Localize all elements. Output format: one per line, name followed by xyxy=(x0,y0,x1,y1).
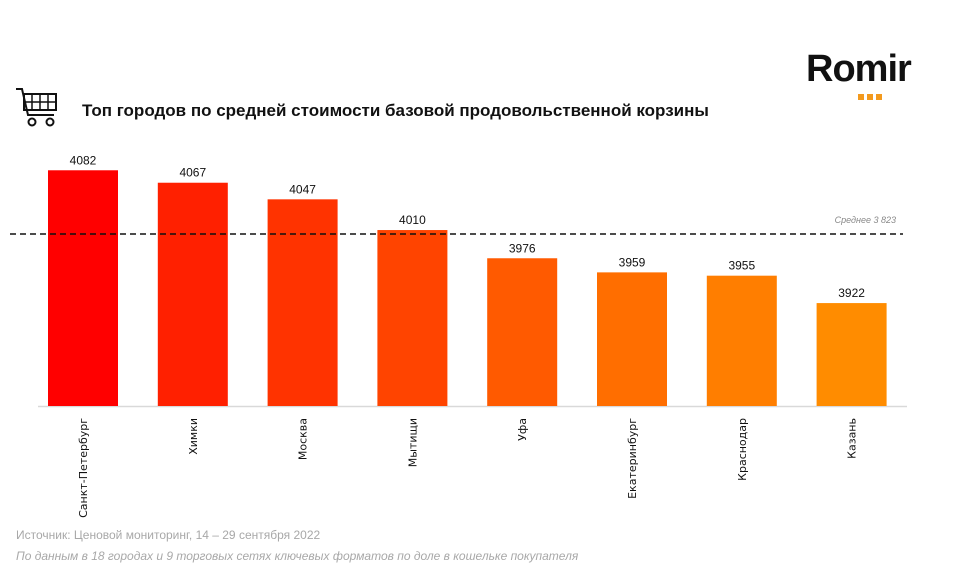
bar xyxy=(706,275,777,406)
data-label: 3955 xyxy=(728,259,755,273)
category-label: Уфа xyxy=(516,418,529,441)
shopping-cart-icon xyxy=(16,88,57,127)
romir-logo: Romir xyxy=(806,48,912,90)
data-label: 4010 xyxy=(399,213,426,227)
data-label: 3922 xyxy=(838,286,865,300)
category-label: Казань xyxy=(846,418,859,459)
category-label: Санкт-Петербург xyxy=(77,418,90,518)
bar xyxy=(377,230,448,406)
source-note: Источник: Ценовой мониторинг, 14 – 29 се… xyxy=(16,528,321,542)
category-label: Химки xyxy=(187,418,200,455)
category-label: Мытищи xyxy=(406,418,419,467)
bar xyxy=(487,258,558,406)
bar xyxy=(157,182,228,406)
data-label: 3976 xyxy=(509,241,536,255)
chart-title: Топ городов по средней стоимости базовой… xyxy=(82,101,709,120)
average-label: Среднее 3 823 xyxy=(835,215,896,225)
category-label: Екатеринбург xyxy=(626,418,639,499)
data-label: 3959 xyxy=(619,255,646,269)
bar xyxy=(267,199,338,406)
method-note: По данным в 18 городах и 9 торговых сетя… xyxy=(16,549,579,563)
bar xyxy=(48,170,118,406)
bar xyxy=(816,303,887,406)
bar xyxy=(597,272,667,406)
logo-dots xyxy=(858,87,885,105)
data-label: 4067 xyxy=(179,166,206,180)
data-label: 4082 xyxy=(70,153,97,167)
category-label: Краснодар xyxy=(736,418,749,481)
category-label: Москва xyxy=(297,418,310,460)
data-label: 4047 xyxy=(289,182,316,196)
